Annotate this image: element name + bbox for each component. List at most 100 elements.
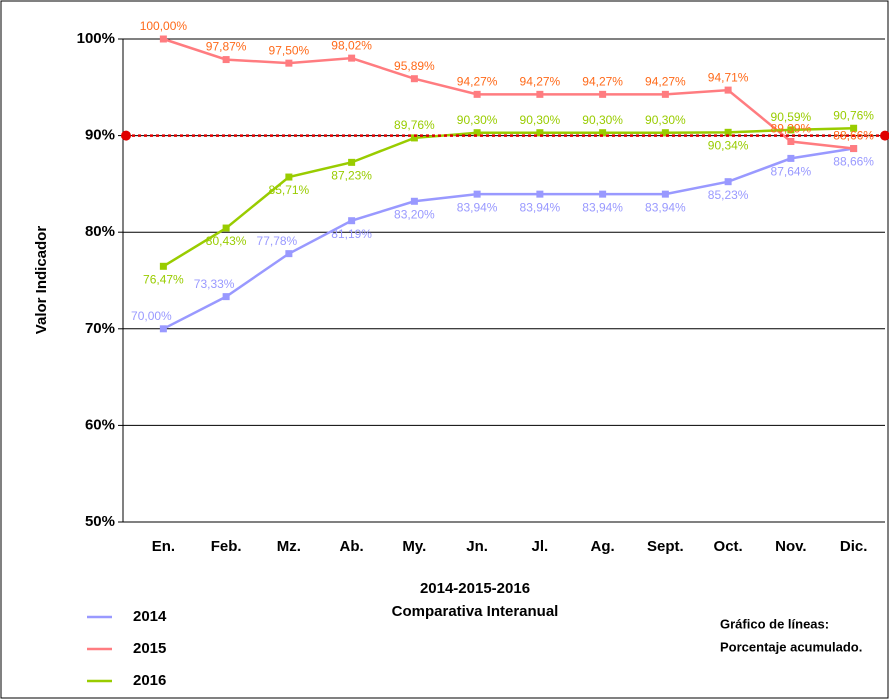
marker (348, 217, 356, 225)
marker (661, 90, 669, 98)
value-label: 83,94% (457, 200, 498, 214)
marker (348, 158, 356, 166)
x-tick-label: Dic. (840, 538, 868, 555)
marker (724, 178, 732, 186)
value-label: 83,94% (520, 200, 561, 214)
marker (473, 90, 481, 98)
x-tick-label: Oct. (714, 538, 743, 555)
x-tick-label: Ag. (591, 538, 615, 555)
value-label: 90,30% (582, 113, 623, 127)
marker (410, 75, 418, 83)
value-label: 90,30% (457, 113, 498, 127)
marker (724, 86, 732, 94)
marker (599, 190, 607, 198)
marker (473, 190, 481, 198)
marker (661, 129, 669, 137)
y-tick-label: 70% (85, 320, 115, 337)
value-label: 85,71% (269, 183, 310, 197)
value-label: 94,27% (520, 75, 561, 89)
marker (348, 54, 356, 62)
x-tick-label: Mz. (277, 538, 301, 555)
value-label: 90,34% (708, 138, 749, 152)
series-line (162, 37, 854, 150)
marker (850, 124, 858, 132)
y-tick-label: 80% (85, 223, 115, 240)
value-label: 80,43% (206, 234, 247, 248)
value-label: 97,50% (269, 43, 310, 57)
x-tick-label: En. (152, 538, 175, 555)
legend-label: 2015 (133, 640, 166, 657)
marker (222, 224, 230, 232)
marker (285, 173, 293, 181)
value-label: 94,27% (645, 75, 686, 89)
x-tick-label: My. (402, 538, 426, 555)
series-line (162, 147, 854, 330)
marker (599, 90, 607, 98)
marker (850, 145, 858, 153)
marker (473, 129, 481, 137)
value-label: 87,23% (331, 169, 372, 183)
x-tick-label: Nov. (775, 538, 806, 555)
value-label: 70,00% (131, 309, 172, 323)
marker (159, 325, 167, 333)
value-label: 83,20% (394, 207, 435, 221)
marker (536, 190, 544, 198)
reference-dot (880, 130, 889, 141)
marker (410, 134, 418, 142)
value-label: 83,94% (582, 200, 623, 214)
value-label: 73,33% (194, 277, 235, 291)
reference-dot (121, 130, 131, 141)
marker (222, 293, 230, 301)
x-tick-label: Feb. (211, 538, 242, 555)
x-axis-title: Comparativa Interanual (392, 603, 559, 620)
note: Porcentaje acumulado. (720, 639, 862, 654)
value-label: 98,02% (331, 38, 372, 52)
x-tick-label: Ab. (340, 538, 364, 555)
value-label: 88,66% (833, 155, 874, 169)
marker (536, 129, 544, 137)
value-label: 87,64% (771, 165, 812, 179)
value-label: 94,27% (457, 75, 498, 89)
y-tick-label: 100% (77, 30, 115, 47)
y-tick-label: 60% (85, 416, 115, 433)
marker (536, 90, 544, 98)
value-label: 90,59% (771, 110, 812, 124)
value-label: 90,30% (520, 113, 561, 127)
x-axis-title: 2014-2015-2016 (420, 580, 530, 597)
marker (285, 250, 293, 258)
x-tick-label: Jn. (466, 538, 488, 555)
marker (159, 262, 167, 270)
legend-label: 2016 (133, 672, 166, 689)
value-label: 89,39% (771, 122, 812, 136)
value-label: 81,19% (331, 227, 372, 241)
x-tick-label: Jl. (532, 538, 549, 555)
legend-label: 2014 (133, 608, 167, 625)
value-label: 76,47% (143, 272, 184, 286)
note: Gráfico de líneas: (720, 616, 829, 631)
marker (599, 129, 607, 137)
marker (787, 137, 795, 145)
value-label: 77,78% (257, 234, 298, 248)
value-label: 88,66% (833, 129, 874, 143)
value-label: 94,71% (708, 70, 749, 84)
y-tick-label: 50% (85, 513, 115, 530)
value-label: 83,94% (645, 200, 686, 214)
value-label: 100,00% (140, 19, 188, 33)
marker (787, 154, 795, 162)
value-label: 90,76% (833, 108, 874, 122)
value-label: 94,27% (582, 75, 623, 89)
value-label: 90,30% (645, 113, 686, 127)
marker (661, 190, 669, 198)
marker (410, 197, 418, 205)
y-tick-label: 90% (85, 127, 115, 144)
value-label: 85,23% (708, 188, 749, 202)
y-axis-title: Valor Indicador (33, 226, 50, 335)
value-label: 89,76% (394, 118, 435, 132)
marker (724, 128, 732, 136)
series-line (162, 127, 854, 268)
x-tick-label: Sept. (647, 538, 684, 555)
marker (222, 56, 230, 64)
